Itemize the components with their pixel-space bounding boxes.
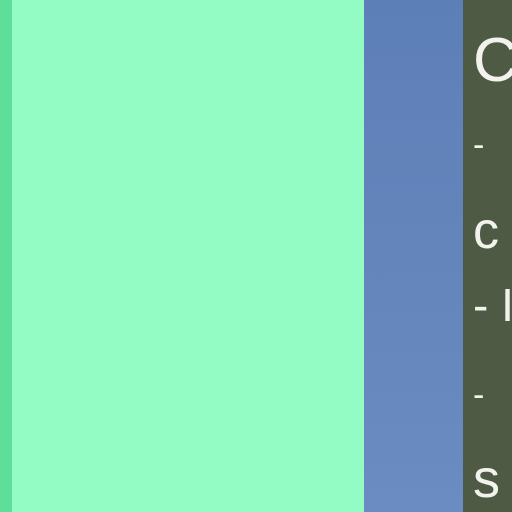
note-line: C [473, 26, 512, 95]
notes-panel: C - c - I - s [463, 0, 512, 512]
main-canvas-panel [12, 0, 364, 512]
left-edge-strip [0, 0, 12, 512]
note-line: - I [473, 279, 512, 331]
note-line: c [473, 202, 499, 260]
note-line: s [473, 449, 500, 509]
note-line: - [473, 376, 485, 414]
side-strip [364, 0, 463, 512]
note-line: - [473, 126, 485, 164]
